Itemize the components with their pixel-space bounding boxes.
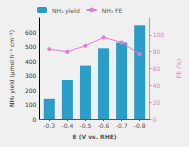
- svg-text:-0.6: -0.6: [98, 122, 110, 129]
- svg-text:NH₃ yield: NH₃ yield: [52, 7, 80, 15]
- svg-text:60: 60: [153, 65, 161, 72]
- svg-text:-0.3: -0.3: [43, 122, 55, 129]
- svg-text:100: 100: [25, 101, 37, 108]
- svg-text:40: 40: [153, 82, 161, 89]
- svg-text:200: 200: [25, 87, 37, 94]
- svg-text:100: 100: [153, 31, 165, 38]
- svg-text:-0.7: -0.7: [116, 122, 128, 129]
- svg-text:-0.5: -0.5: [80, 122, 92, 129]
- svg-text:E (V vs. RHE): E (V vs. RHE): [73, 133, 117, 140]
- svg-text:300: 300: [25, 72, 37, 79]
- svg-text:20: 20: [153, 99, 161, 106]
- svg-text:-0.4: -0.4: [62, 122, 74, 129]
- svg-text:0: 0: [33, 116, 37, 123]
- svg-text:-0.8: -0.8: [134, 122, 146, 129]
- svg-text:NH₃ yield (μmol h⁻¹ cm⁻²): NH₃ yield (μmol h⁻¹ cm⁻²): [8, 30, 16, 107]
- svg-text:500: 500: [25, 43, 37, 50]
- svg-text:FE (%): FE (%): [175, 59, 182, 79]
- svg-text:600: 600: [25, 29, 37, 36]
- svg-text:400: 400: [25, 58, 37, 65]
- svg-text:0: 0: [153, 116, 157, 123]
- svg-text:80: 80: [153, 48, 161, 55]
- svg-text:NH₃ FE: NH₃ FE: [102, 7, 123, 14]
